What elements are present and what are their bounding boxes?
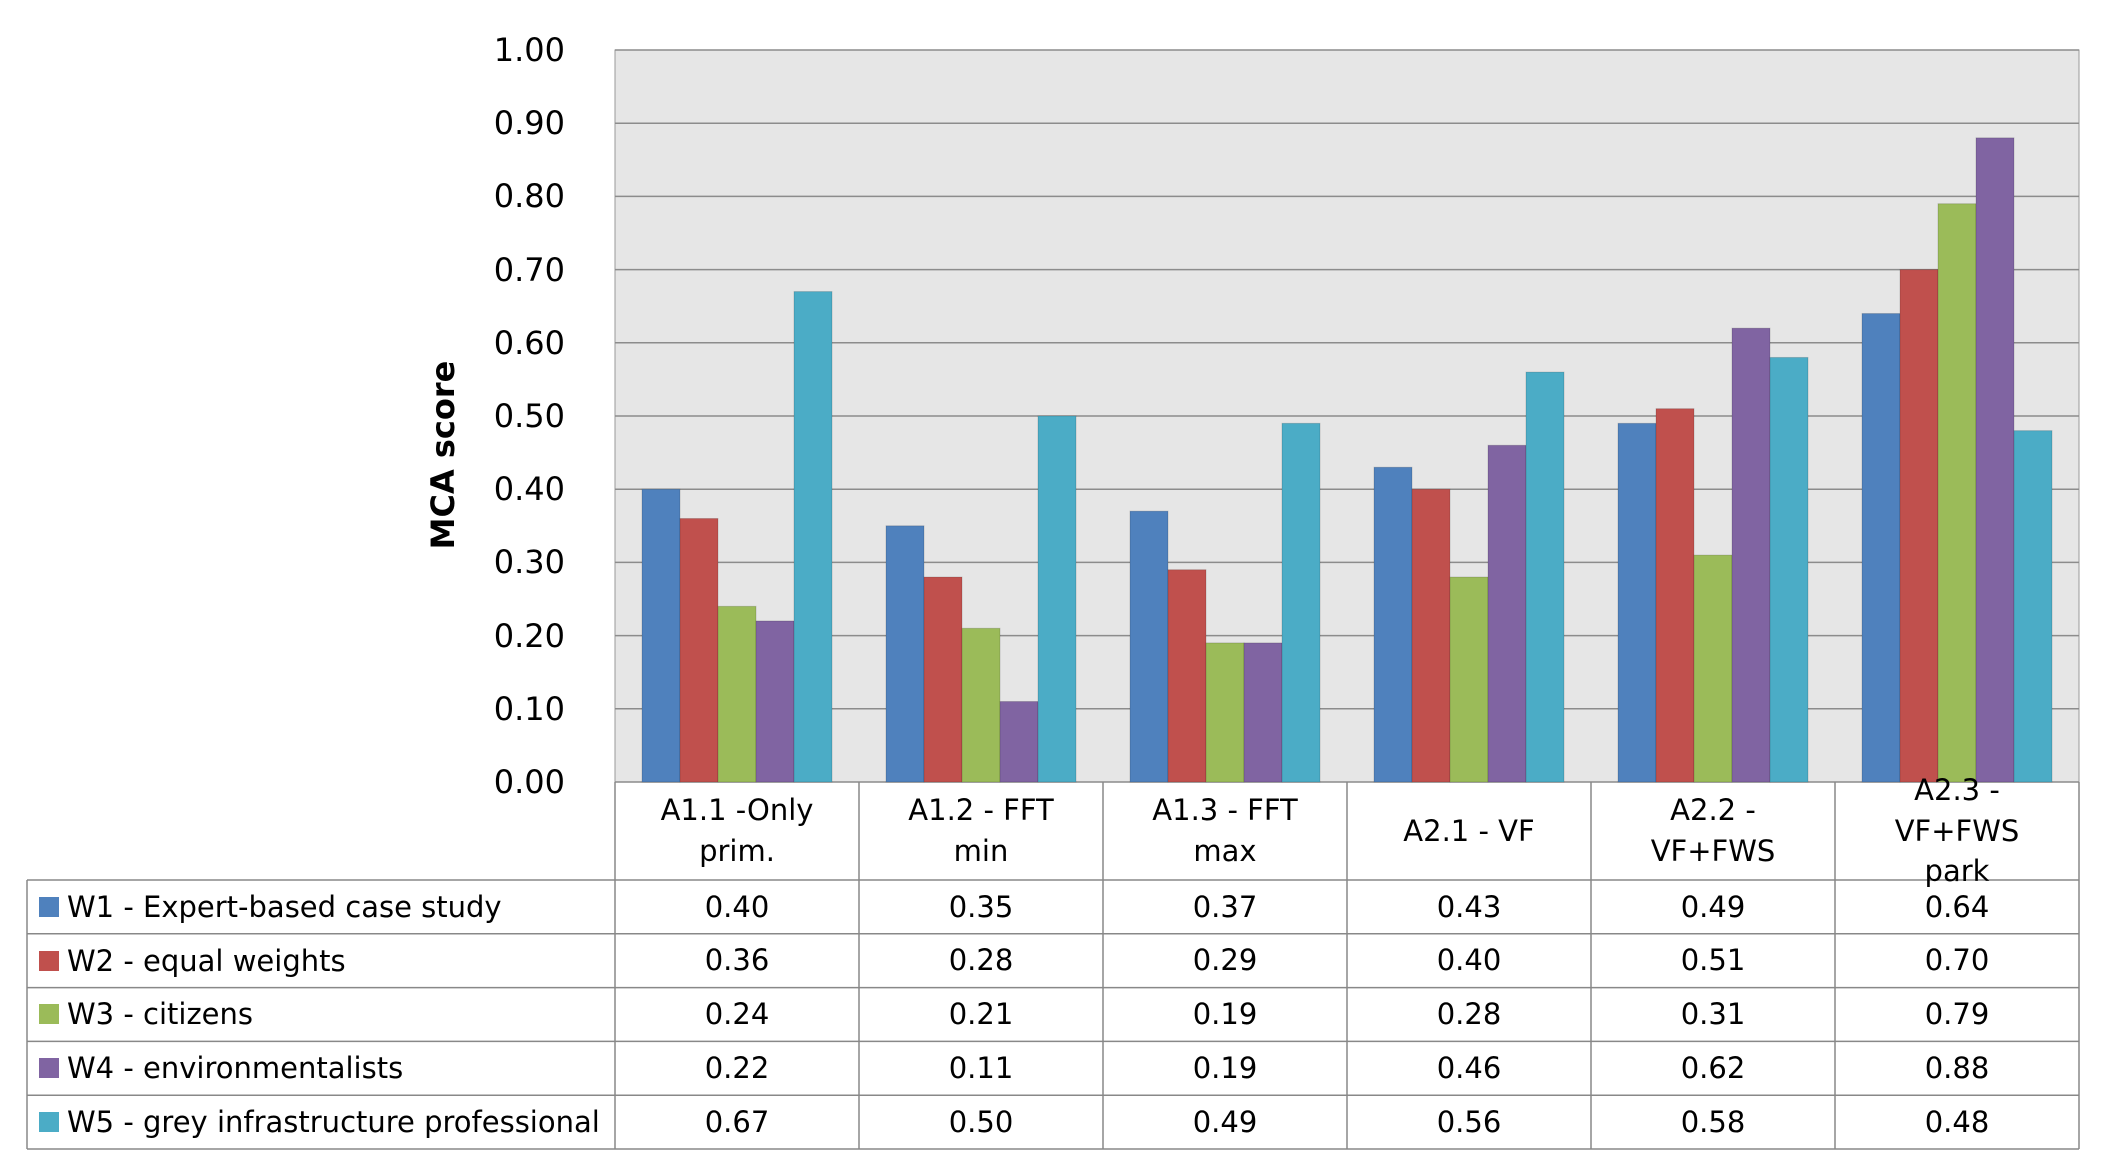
legend-entry: W5 - grey infrastructure professional — [27, 1095, 600, 1149]
table-value: 0.43 — [1436, 889, 1502, 924]
bar — [2013, 430, 2053, 783]
y-tick-label: 0.30 — [493, 543, 565, 582]
table-value: 0.49 — [1192, 1104, 1258, 1139]
bar — [1861, 313, 1901, 783]
legend-label: W5 - grey infrastructure professional — [67, 1105, 600, 1140]
table-value: 0.24 — [704, 997, 770, 1032]
table-value: 0.21 — [948, 997, 1014, 1032]
y-tick-label: 0.40 — [493, 470, 565, 509]
bar — [999, 700, 1039, 783]
y-tick-label: 0.70 — [493, 250, 565, 289]
legend-label: W3 - citizens — [67, 997, 254, 1032]
bar — [793, 291, 833, 783]
table-value: 0.88 — [1924, 1050, 1990, 1085]
legend-label: W2 - equal weights — [67, 943, 346, 978]
table-value: 0.40 — [704, 889, 770, 924]
x-tick-label: A1.2 - FFT min — [908, 793, 1054, 868]
x-tick-label: A2.3 - VF+FWS park — [1894, 773, 2020, 889]
table-value: 0.31 — [1680, 997, 1746, 1032]
table-value: 0.50 — [948, 1104, 1014, 1139]
bar — [641, 488, 681, 783]
bar — [1129, 510, 1169, 783]
legend-entry: W3 - citizens — [27, 988, 253, 1042]
table-value: 0.22 — [704, 1050, 770, 1085]
bar — [1617, 422, 1657, 783]
table-value: 0.56 — [1436, 1104, 1502, 1139]
table-value: 0.51 — [1680, 943, 1746, 978]
table-value: 0.11 — [948, 1050, 1014, 1085]
bar — [1167, 569, 1207, 783]
bar — [1373, 466, 1413, 783]
legend-entry: W2 - equal weights — [27, 934, 346, 988]
bar — [1487, 444, 1527, 783]
y-tick-label: 0.10 — [493, 689, 565, 728]
table-value: 0.19 — [1192, 997, 1258, 1032]
bar — [717, 605, 757, 783]
bar — [1731, 327, 1771, 783]
bar — [1769, 356, 1809, 783]
x-tick-label: A2.2 - VF+FWS — [1650, 793, 1776, 868]
x-tick-label: A1.1 -Only prim. — [660, 793, 814, 868]
table-value: 0.19 — [1192, 1050, 1258, 1085]
bar — [923, 576, 963, 783]
bar — [1037, 415, 1077, 783]
table-value: 0.37 — [1192, 889, 1258, 924]
table-value: 0.36 — [704, 943, 770, 978]
table-value: 0.62 — [1680, 1050, 1746, 1085]
y-tick-label: 1.00 — [493, 31, 565, 69]
y-tick-label: 0.80 — [493, 177, 565, 216]
table-value: 0.70 — [1924, 943, 1990, 978]
legend-entry: W1 - Expert-based case study — [27, 880, 502, 934]
table-value: 0.48 — [1924, 1104, 1990, 1139]
table-value: 0.67 — [704, 1104, 770, 1139]
legend-label: W1 - Expert-based case study — [67, 889, 502, 924]
y-tick-label: 0.00 — [493, 763, 565, 801]
table-value: 0.49 — [1680, 889, 1746, 924]
legend-key — [39, 1112, 59, 1133]
y-tick-label: 0.60 — [493, 323, 565, 362]
table-value: 0.46 — [1436, 1050, 1502, 1085]
x-tick-label: A1.3 - FFT max — [1152, 793, 1298, 868]
table-value: 0.79 — [1924, 997, 1990, 1032]
bar — [1281, 422, 1321, 783]
bar — [1205, 642, 1245, 783]
table-value: 0.29 — [1192, 943, 1258, 978]
bar — [679, 517, 719, 783]
y-axis-label: MCA score — [424, 360, 462, 550]
bar — [755, 620, 795, 783]
x-tick-label: A2.1 - VF — [1403, 813, 1535, 848]
bar — [1449, 576, 1489, 783]
legend-entry: W4 - environmentalists — [27, 1041, 403, 1095]
legend-key — [39, 896, 59, 917]
table-value: 0.28 — [1436, 997, 1502, 1032]
bar — [1693, 554, 1733, 783]
legend-key — [39, 1058, 59, 1079]
y-tick-label: 0.90 — [493, 104, 565, 143]
y-tick-label: 0.50 — [493, 397, 565, 435]
table-value: 0.58 — [1680, 1104, 1746, 1139]
y-tick-label: 0.20 — [493, 616, 565, 655]
bar — [1525, 371, 1565, 783]
table-value: 0.64 — [1924, 889, 1990, 924]
bar — [885, 525, 925, 783]
bar — [1975, 137, 2015, 783]
legend-key — [39, 950, 59, 971]
bar — [1899, 269, 1939, 783]
legend-key — [39, 1004, 59, 1025]
legend-label: W4 - environmentalists — [67, 1051, 404, 1086]
bar — [1937, 203, 1977, 783]
table-value: 0.40 — [1436, 943, 1502, 978]
bar — [1411, 488, 1451, 783]
bar — [1655, 408, 1695, 783]
table-value: 0.28 — [948, 943, 1014, 978]
bar — [1243, 642, 1283, 783]
table-value: 0.35 — [948, 889, 1014, 924]
bar — [961, 627, 1001, 783]
